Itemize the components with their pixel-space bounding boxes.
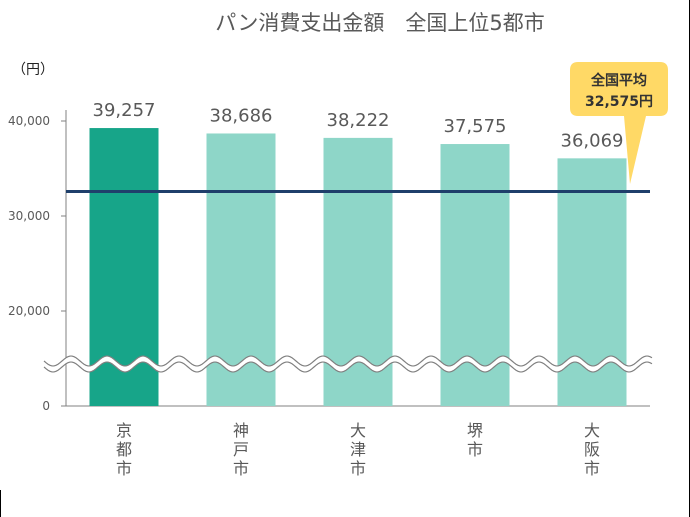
chart-title: パン消費支出金額 全国上位5都市 [215, 11, 544, 35]
y-axis-unit-label: （円） [12, 62, 54, 78]
y-tick-label: 40,000 [8, 114, 50, 128]
data-label: 39,257 [93, 100, 156, 121]
category-label: 京都市 [116, 421, 132, 478]
data-label: 38,686 [210, 105, 273, 126]
axis-break-wave-upper [43, 355, 653, 367]
bars-layer [89, 128, 627, 407]
category-label: 堺市 [467, 421, 483, 459]
axis-break-layer [43, 355, 653, 373]
category-label: 大阪市 [584, 421, 600, 478]
y-tick-label: 20,000 [8, 304, 50, 318]
axis-break-wave-lower [43, 361, 653, 373]
average-callout [570, 62, 668, 184]
category-label: 神戸市 [233, 421, 249, 478]
data-label: 38,222 [327, 110, 390, 131]
axes-layer: 0 20,000 30,000 40,000 [8, 110, 650, 413]
y-tick-label: 30,000 [8, 209, 50, 223]
category-label: 大津市 [350, 421, 366, 478]
average-layer: 全国平均 32,575円 [66, 62, 668, 194]
data-label: 36,069 [561, 130, 624, 151]
y-tick-label: 0 [42, 399, 50, 413]
average-callout-value: 32,575円 [585, 94, 653, 110]
data-label: 37,575 [444, 116, 507, 137]
labels-layer: 39,257 京都市 38,686 神戸市 38,222 大津市 37,575 堺市 36,06… [93, 100, 624, 478]
average-callout-title: 全国平均 [590, 72, 647, 89]
axis-break-band [44, 356, 652, 372]
